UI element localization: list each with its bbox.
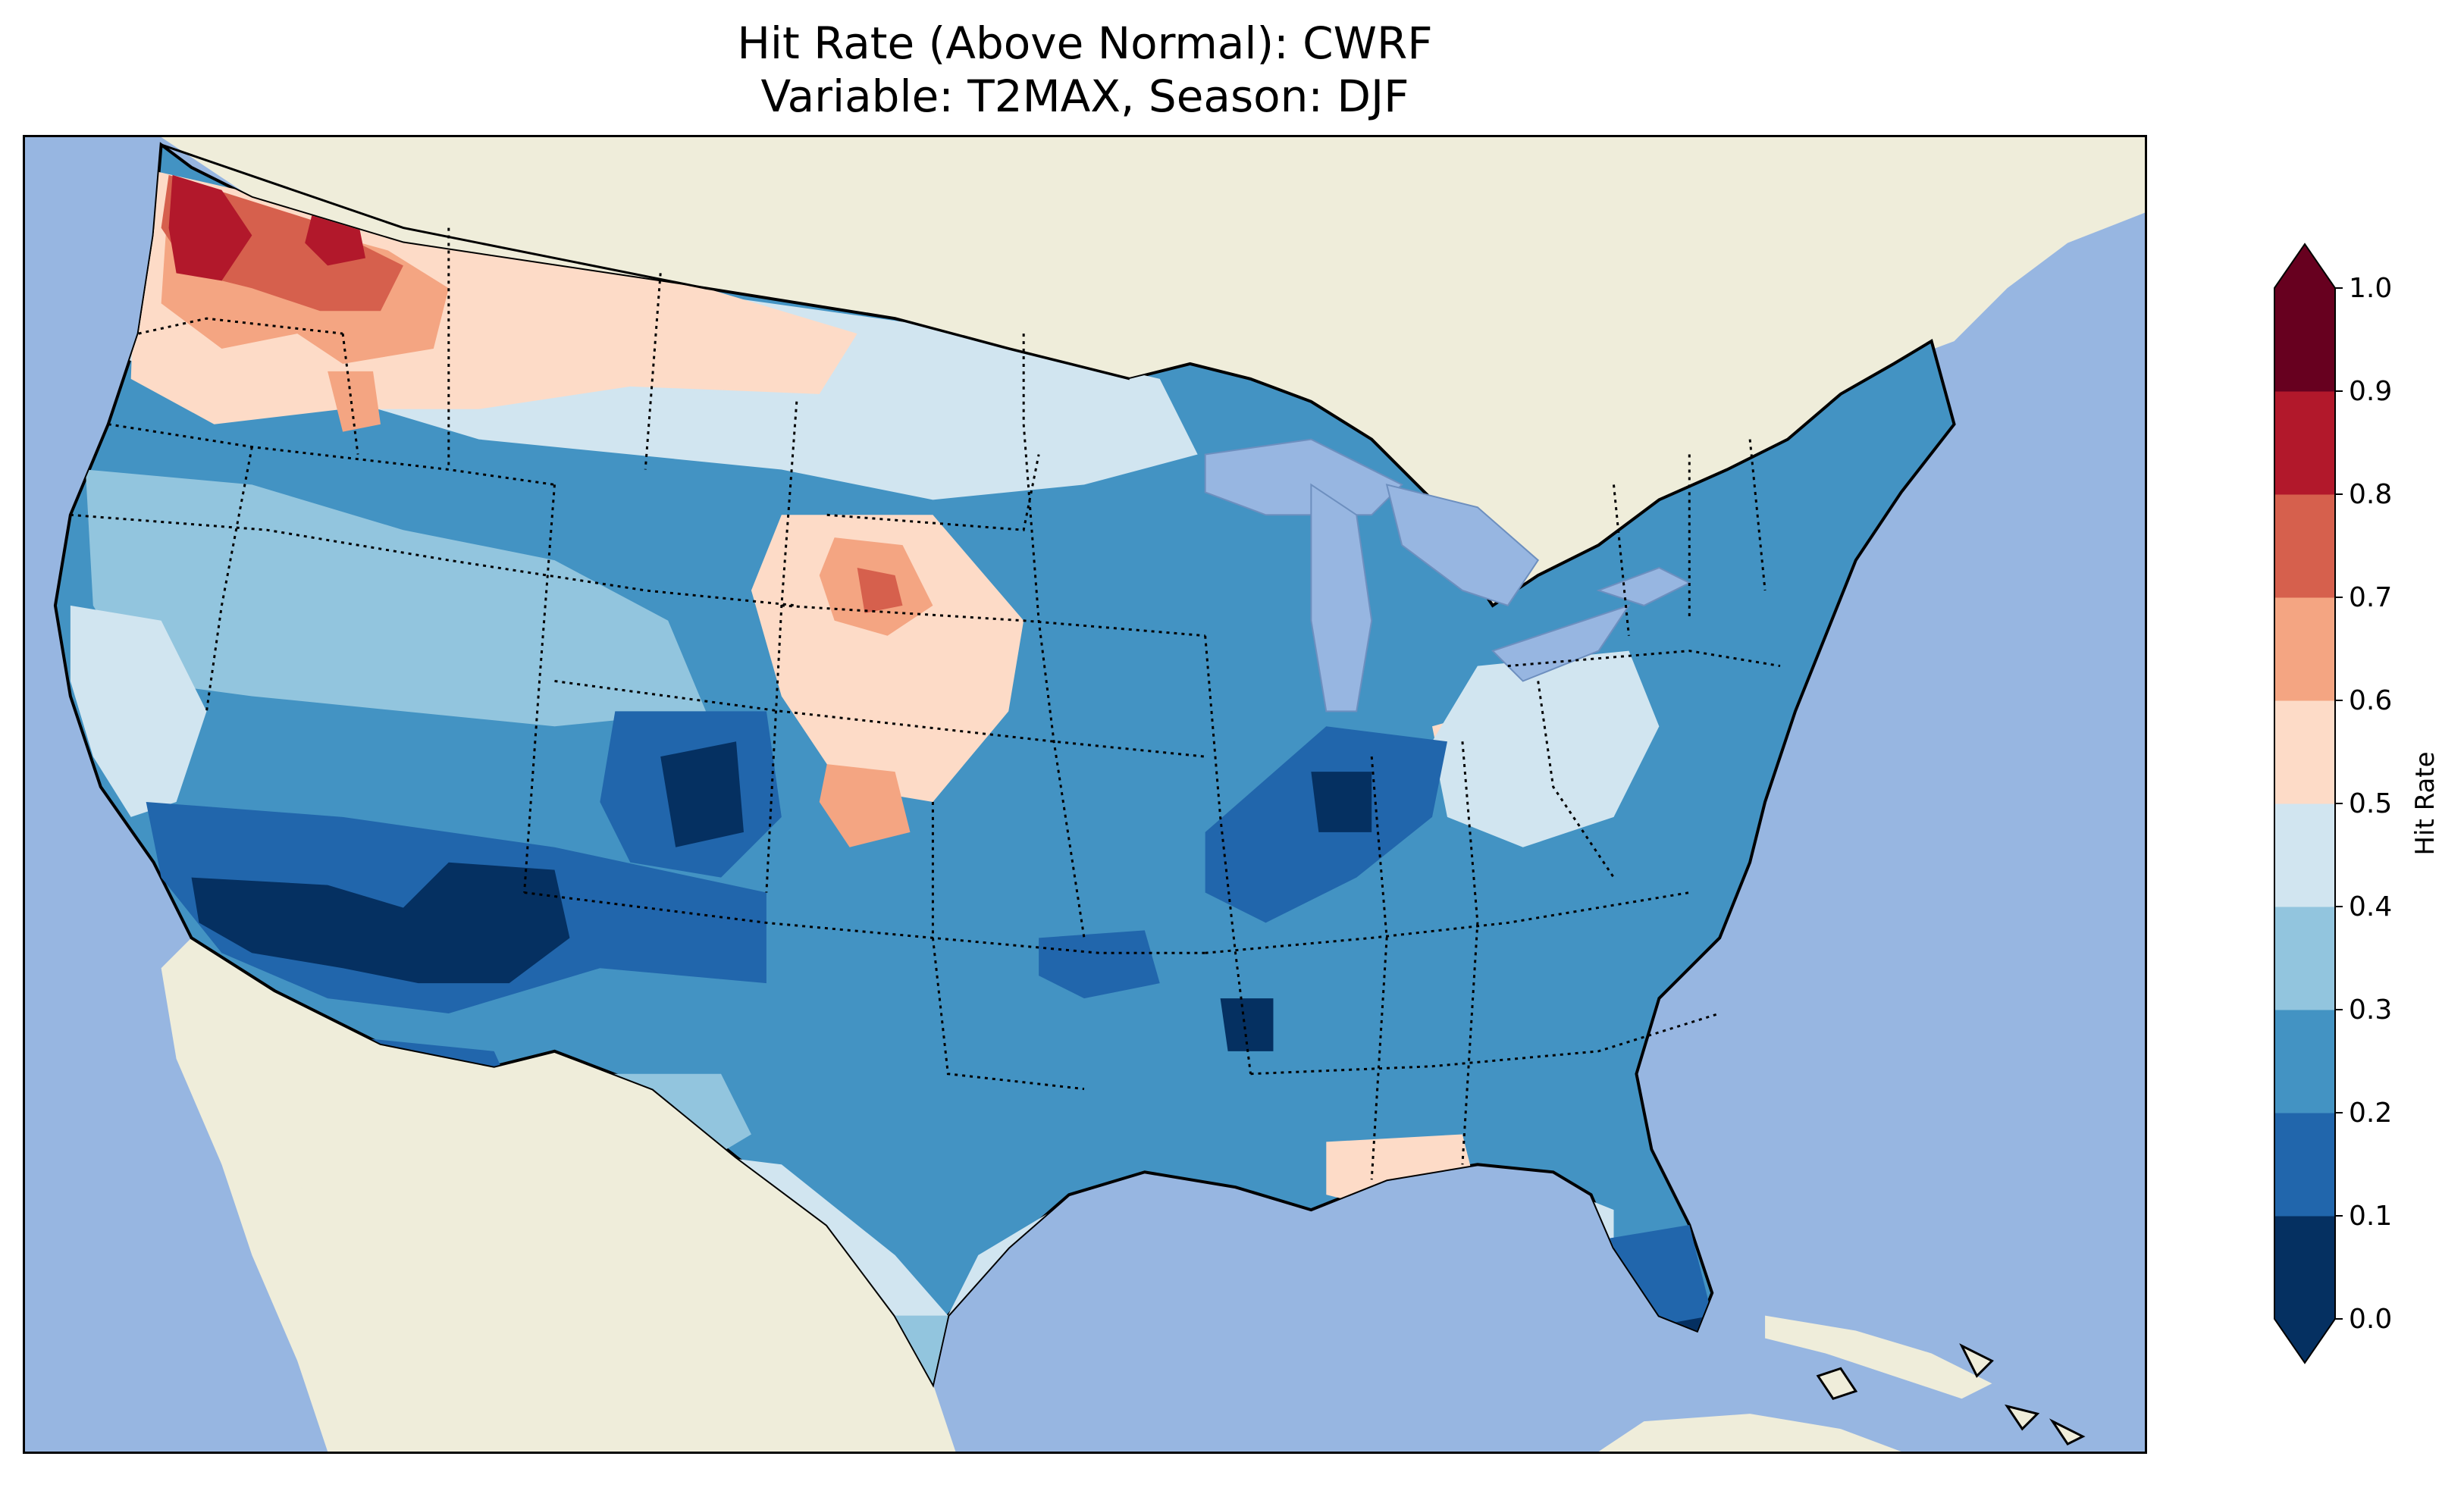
colorbar-tick-label-8: 0.8 xyxy=(2349,479,2392,510)
colorbar-bin-6 xyxy=(2274,597,2335,701)
chart-title-line-2: Variable: T2MAX, Season: DJF xyxy=(760,70,1409,122)
map-canvas xyxy=(25,137,2145,1452)
patch-plains-peach xyxy=(751,515,1024,802)
patch-il-navy xyxy=(1311,772,1372,832)
colorbar-tick-label-9: 0.9 xyxy=(2349,376,2392,407)
colorbar-bin-2 xyxy=(2274,1010,2335,1113)
colorbar-tick-label-0: 0.0 xyxy=(2349,1304,2392,1335)
colorbar-bin-4 xyxy=(2274,803,2335,907)
patch-co-navy xyxy=(660,741,744,847)
patch-sw-navy xyxy=(191,862,570,984)
cuba-land xyxy=(1765,1315,1992,1399)
colorbar-bin-3 xyxy=(2274,907,2335,1010)
map-panel xyxy=(23,135,2147,1454)
colorbar-tick-label-5: 0.5 xyxy=(2349,788,2392,819)
colorbar-label: Hit Rate xyxy=(2410,751,2440,855)
great-lakes xyxy=(1204,438,1691,713)
patch-basin-light xyxy=(85,469,707,727)
colorbar-tick-label-3: 0.3 xyxy=(2349,994,2392,1026)
patch-sd-red xyxy=(857,568,903,613)
state-borders xyxy=(70,227,1781,1180)
caribbean-islands xyxy=(1816,1343,2086,1445)
colorbar-tick-label-7: 0.7 xyxy=(2349,582,2392,613)
colorbar-extend-max xyxy=(2274,244,2335,288)
colorbar-tick-label-2: 0.2 xyxy=(2349,1098,2392,1129)
south-atlantic-land xyxy=(1598,1414,1901,1452)
us-canada-border xyxy=(161,143,1130,381)
patch-california-light xyxy=(70,605,207,817)
colorbar-bin-0 xyxy=(2274,1216,2335,1320)
colorbar-bin-7 xyxy=(2274,494,2335,598)
patch-ok-blue xyxy=(1039,930,1160,999)
colorbar-bin-1 xyxy=(2274,1113,2335,1217)
colorbar-tick-label-4: 0.4 xyxy=(2349,891,2392,922)
baja-land xyxy=(176,938,419,1452)
patch-ar-navy xyxy=(1220,998,1274,1051)
patch-or-salmon xyxy=(328,371,381,432)
colorbar-bin-8 xyxy=(2274,391,2335,495)
patch-nw-darkred xyxy=(168,174,252,281)
hit-rate-field xyxy=(70,167,1766,1384)
colorbar-tick-label-6: 0.6 xyxy=(2349,685,2392,716)
colorbar: 0.0 0.1 0.2 0.3 0.4 0.5 0.6 0.7 0.8 0.9 1.0 Hit Rat… xyxy=(2274,243,2440,1364)
chart-title-line-1: Hit Rate (Above Normal): CWRF xyxy=(737,17,1433,69)
patch-midatlantic-light xyxy=(1432,650,1660,847)
colorbar-bin-9 xyxy=(2274,288,2335,392)
patch-ks-salmon xyxy=(819,764,911,847)
colorbar-extend-min xyxy=(2274,1319,2335,1363)
colorbar-tick-label-10: 1.0 xyxy=(2349,273,2392,304)
colorbar-tick-label-1: 0.1 xyxy=(2349,1201,2392,1232)
colorbar-bin-5 xyxy=(2274,700,2335,804)
canada-land xyxy=(25,137,2145,606)
